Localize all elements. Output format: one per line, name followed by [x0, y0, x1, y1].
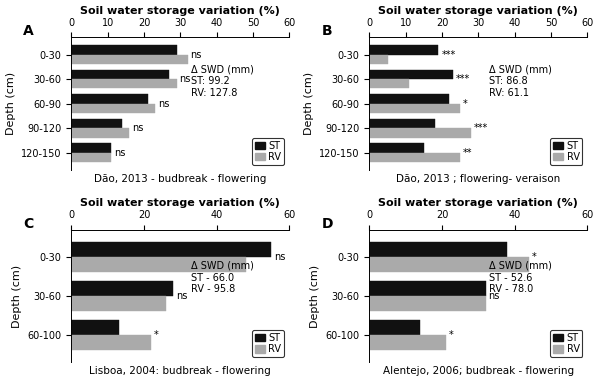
- Text: C: C: [23, 217, 34, 231]
- Bar: [370, 55, 388, 64]
- Bar: [71, 281, 173, 296]
- Text: *: *: [154, 330, 159, 340]
- Text: Δ SWD (mm)
ST: 86.8
RV: 61.1: Δ SWD (mm) ST: 86.8 RV: 61.1: [489, 65, 552, 98]
- X-axis label: Alentejo, 2006; budbreak - flowering: Alentejo, 2006; budbreak - flowering: [383, 366, 574, 376]
- Bar: [370, 296, 486, 311]
- Text: A: A: [23, 24, 34, 38]
- Text: ns: ns: [132, 123, 144, 133]
- Bar: [370, 104, 460, 113]
- X-axis label: Dão, 2013 - budbreak - flowering: Dão, 2013 - budbreak - flowering: [94, 174, 267, 184]
- Title: Soil water storage variation (%): Soil water storage variation (%): [379, 6, 578, 16]
- Legend: ST, RV: ST, RV: [252, 138, 285, 165]
- Bar: [370, 335, 446, 350]
- Bar: [370, 153, 460, 162]
- Bar: [370, 242, 507, 257]
- Text: ***: ***: [441, 50, 456, 60]
- Bar: [370, 257, 530, 272]
- Text: ns: ns: [114, 148, 126, 158]
- Bar: [370, 320, 420, 335]
- Text: ***: ***: [456, 74, 470, 84]
- Bar: [71, 55, 187, 64]
- Bar: [71, 296, 166, 311]
- Bar: [370, 70, 453, 79]
- Bar: [71, 70, 170, 79]
- Bar: [370, 119, 435, 128]
- Bar: [71, 128, 129, 138]
- Title: Soil water storage variation (%): Soil water storage variation (%): [379, 198, 578, 208]
- Text: *: *: [449, 330, 453, 340]
- Bar: [370, 128, 471, 138]
- Y-axis label: Depth (cm): Depth (cm): [5, 72, 16, 135]
- X-axis label: Dão, 2013 ; flowering- veraison: Dão, 2013 ; flowering- veraison: [397, 174, 561, 184]
- Legend: ST, RV: ST, RV: [550, 138, 582, 165]
- Title: Soil water storage variation (%): Soil water storage variation (%): [80, 6, 280, 16]
- Bar: [370, 45, 438, 55]
- Bar: [71, 79, 177, 89]
- Bar: [370, 79, 409, 89]
- Title: Soil water storage variation (%): Soil water storage variation (%): [80, 198, 280, 208]
- Bar: [370, 143, 424, 153]
- Text: ***: ***: [474, 123, 488, 133]
- Text: ns: ns: [274, 252, 285, 262]
- Legend: ST, RV: ST, RV: [550, 330, 582, 358]
- Y-axis label: Depth (cm): Depth (cm): [310, 264, 320, 328]
- Bar: [71, 320, 119, 335]
- Bar: [71, 45, 177, 55]
- Text: ns: ns: [190, 50, 202, 60]
- Text: ns: ns: [180, 74, 191, 84]
- Y-axis label: Depth (cm): Depth (cm): [12, 264, 22, 328]
- Bar: [71, 104, 155, 113]
- Bar: [71, 119, 122, 128]
- Text: Δ SWD (mm)
ST - 52.6
RV - 78.0: Δ SWD (mm) ST - 52.6 RV - 78.0: [489, 261, 552, 294]
- Legend: ST, RV: ST, RV: [252, 330, 285, 358]
- Text: *: *: [532, 252, 537, 262]
- Text: Δ SWD (mm)
ST: 99.2
RV: 127.8: Δ SWD (mm) ST: 99.2 RV: 127.8: [191, 65, 254, 98]
- Text: **: **: [463, 148, 473, 158]
- Bar: [71, 242, 271, 257]
- Text: ns: ns: [176, 291, 187, 301]
- Bar: [370, 281, 486, 296]
- Text: B: B: [322, 24, 332, 38]
- Bar: [71, 94, 147, 104]
- Text: ns: ns: [158, 99, 169, 108]
- Bar: [71, 257, 246, 272]
- Bar: [370, 94, 449, 104]
- Text: D: D: [322, 217, 333, 231]
- Text: *: *: [463, 99, 468, 108]
- Bar: [71, 153, 111, 162]
- X-axis label: Lisboa, 2004: budbreak - flowering: Lisboa, 2004: budbreak - flowering: [89, 366, 271, 376]
- Text: ns: ns: [489, 291, 500, 301]
- Bar: [71, 143, 111, 153]
- Bar: [71, 335, 151, 350]
- Text: Δ SWD (mm)
ST - 66.0
RV - 95.8: Δ SWD (mm) ST - 66.0 RV - 95.8: [191, 261, 254, 294]
- Y-axis label: Depth (cm): Depth (cm): [304, 72, 314, 135]
